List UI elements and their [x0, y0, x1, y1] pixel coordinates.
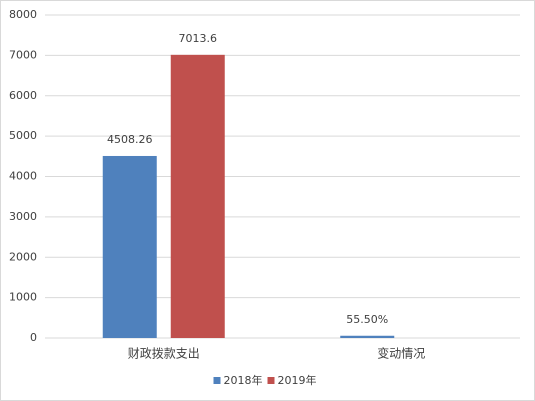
- y-tick-label: 4000: [9, 170, 37, 183]
- data-label: 55.50%: [346, 313, 388, 326]
- data-label: 7013.6: [179, 32, 218, 45]
- y-tick-label: 5000: [9, 129, 37, 142]
- legend-label: 2018年: [224, 373, 263, 387]
- y-tick-label: 0: [30, 331, 37, 344]
- y-tick-label: 8000: [9, 8, 37, 21]
- y-tick-label: 3000: [9, 210, 37, 223]
- data-label: 4508.26: [107, 133, 153, 146]
- y-tick-label: 1000: [9, 291, 37, 304]
- bar: [102, 155, 157, 338]
- bar: [340, 335, 395, 338]
- legend-label: 2019年: [278, 373, 317, 387]
- bar: [170, 54, 225, 339]
- legend-swatch: [213, 377, 221, 384]
- y-tick-label: 6000: [9, 89, 37, 102]
- legend-swatch: [267, 377, 275, 384]
- y-tick-label: 7000: [9, 48, 37, 61]
- x-tick-label: 财政拨款支出: [128, 347, 200, 361]
- y-tick-label: 2000: [9, 250, 37, 263]
- x-tick-label: 变动情况: [377, 346, 425, 361]
